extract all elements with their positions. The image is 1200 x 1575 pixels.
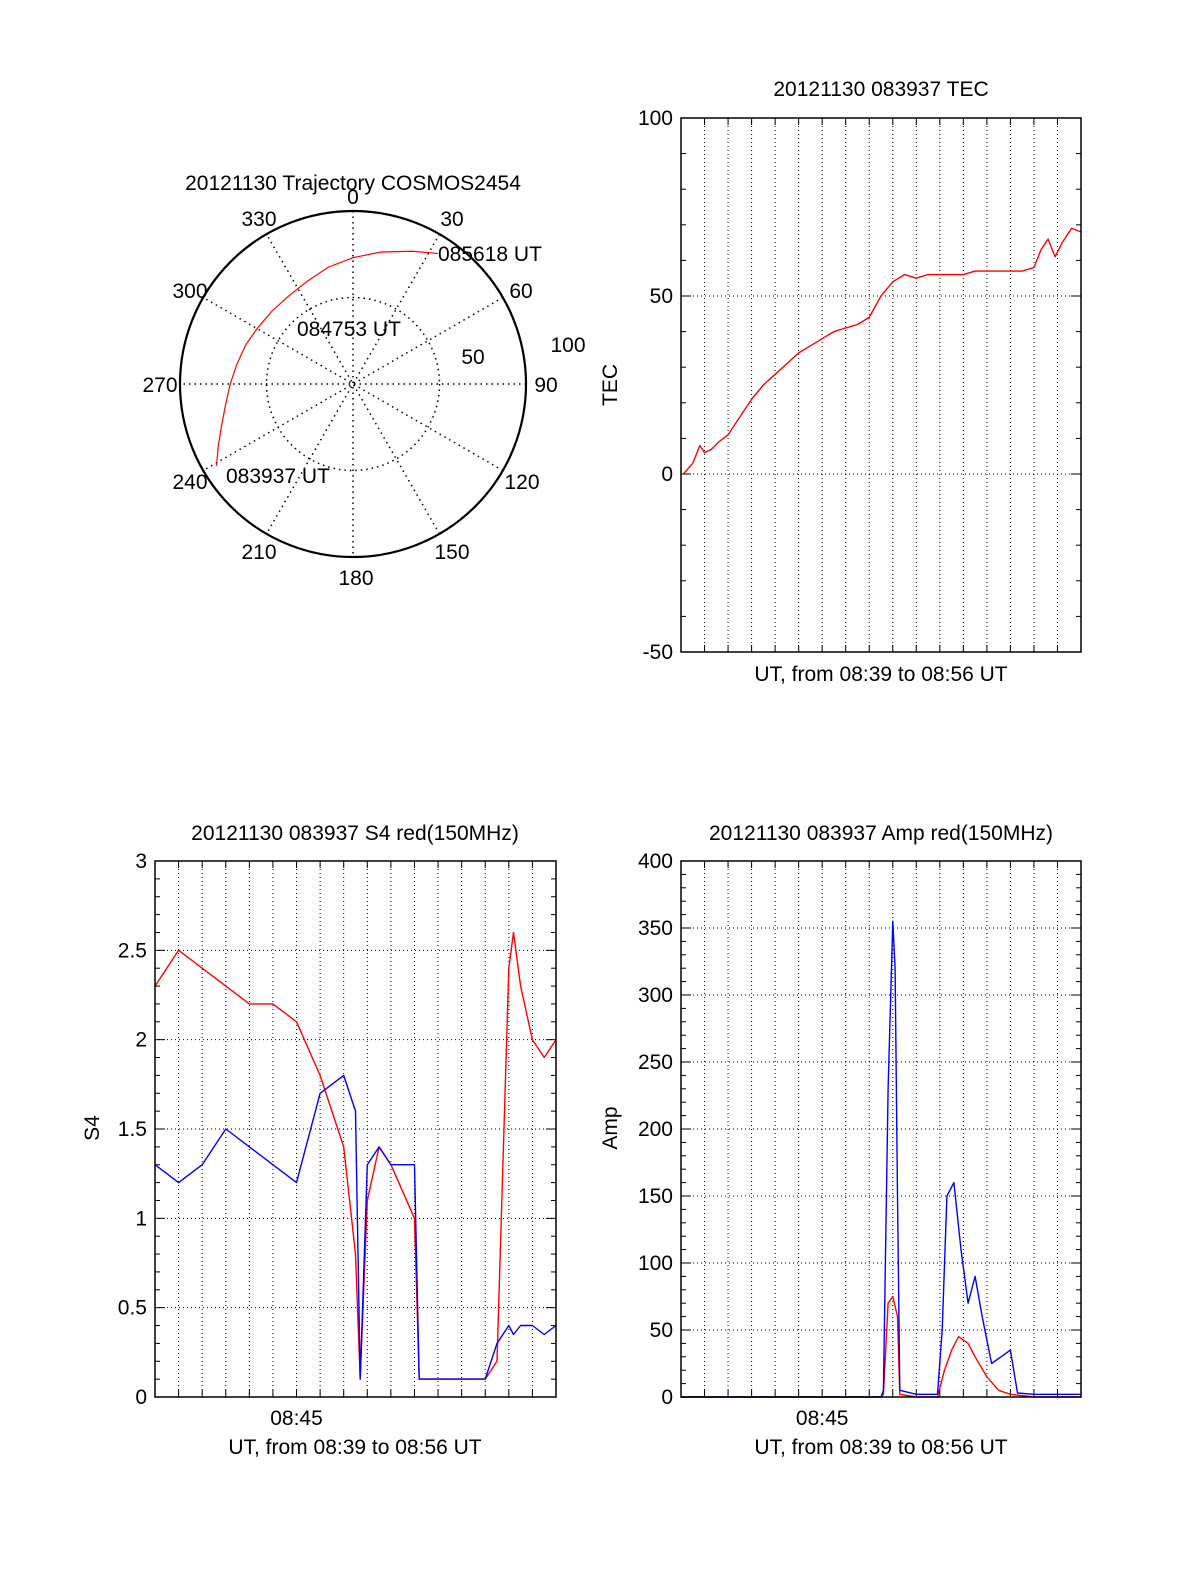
s4-ylabel: S4: [81, 1115, 104, 1141]
polar-angle-label: 150: [434, 541, 469, 564]
amp-ytick-label: 150: [638, 1185, 673, 1208]
time-annotation: 083937 UT: [226, 465, 330, 488]
tec-ylabel: TEC: [599, 364, 622, 406]
tec-ytick-label: 50: [650, 285, 673, 308]
tec-title: 20121130 083937 TEC: [773, 78, 988, 101]
amp-title: 20121130 083937 Amp red(150MHz): [709, 822, 1053, 845]
s4-plot-frame: [154, 860, 557, 1398]
tec-ytick-label: 0: [661, 463, 673, 486]
tec-grid: [681, 118, 1081, 652]
polar-angle-label: 30: [440, 208, 463, 231]
polar-angle-label: 210: [241, 541, 276, 564]
polar-labels: 0 30 60 90 120 150 180 210 240 270 300 330 50 100 0856…: [142, 186, 585, 590]
polar-grid-ring: [265, 296, 441, 472]
polar-spoke: [265, 233, 441, 535]
polar-angle-label: 90: [534, 374, 557, 397]
s4-ytick-label: 3: [135, 850, 147, 873]
trajectory-polar-panel: 20121130 Trajectory COSMOS2454 0 30 60 90 12…: [142, 172, 585, 590]
s4-ytick-label: 1: [135, 1207, 147, 1230]
polar-series: [215, 250, 438, 467]
amp-xtick-label: 08:45: [796, 1407, 849, 1430]
time-annotation: 084753 UT: [297, 318, 401, 341]
polar-angle-label: 300: [172, 280, 207, 303]
amp-grid: [681, 861, 1081, 1397]
amp-series-blue: [681, 920, 1081, 1398]
amp-ytick-label: 300: [638, 984, 673, 1007]
polar-angle-label: 330: [241, 208, 276, 231]
trajectory-title: 20121130 Trajectory COSMOS2454: [185, 172, 521, 195]
s4-ytick-label: 1.5: [118, 1118, 147, 1141]
tec-ticks: [681, 118, 1081, 652]
amp-ticks: [681, 861, 1081, 1397]
polar-angle-label: 60: [509, 280, 532, 303]
polar-angle-label: 0: [347, 186, 359, 209]
trajectory-line: [215, 250, 438, 467]
amp-series-red: [681, 1295, 1081, 1398]
tec-ytick-label: -50: [643, 641, 673, 664]
tec-plot-frame: [680, 117, 1082, 653]
s4-title: 20121130 083937 S4 red(150MHz): [191, 822, 519, 845]
amp-ytick-label: 250: [638, 1051, 673, 1074]
amp-ytick-label: 350: [638, 917, 673, 940]
polar-angle-label: 270: [142, 374, 177, 397]
s4-panel: 20121130 083937 S4 red(150MHz) UT, from …: [81, 822, 557, 1459]
s4-ytick-label: 0: [135, 1386, 147, 1409]
s4-ytick-label: 2: [135, 1029, 147, 1052]
amp-ytick-label: 0: [661, 1386, 673, 1409]
time-annotation: 085618 UT: [438, 243, 542, 266]
amp-panel: 20121130 083937 Amp red(150MHz) UT, from…: [599, 822, 1082, 1459]
s4-series-red: [154, 931, 557, 1380]
s4-xtick-label: 08:45: [270, 1407, 323, 1430]
polar-grid: [178, 209, 528, 559]
tec-xlabel: UT, from 08:39 to 08:56 UT: [754, 663, 1007, 686]
amp-ytick-label: 200: [638, 1118, 673, 1141]
polar-spoke: [265, 233, 441, 535]
s4-ytick-label: 0.5: [118, 1297, 147, 1320]
polar-angle-label: 240: [172, 471, 207, 494]
tec-ytick-label: 100: [638, 107, 673, 130]
polar-angle-label: 180: [338, 567, 373, 590]
s4-series-blue: [154, 1074, 557, 1380]
s4-xlabel: UT, from 08:39 to 08:56 UT: [228, 1436, 481, 1459]
tec-series-red: [682, 227, 1082, 475]
s4-ytick-label: 2.5: [118, 939, 147, 962]
amp-xlabel: UT, from 08:39 to 08:56 UT: [754, 1436, 1007, 1459]
polar-angle-label: 120: [504, 471, 539, 494]
amp-plot-frame: [680, 860, 1082, 1398]
tec-panel: 20121130 083937 TEC UT, from 08:39 to 08…: [599, 78, 1082, 686]
polar-radial-label: 100: [550, 334, 585, 357]
amp-ytick-label: 400: [638, 850, 673, 873]
polar-radial-label: 50: [461, 346, 484, 369]
amp-ylabel: Amp: [599, 1106, 622, 1149]
amp-ytick-label: 50: [650, 1319, 673, 1342]
amp-ytick-label: 100: [638, 1252, 673, 1275]
